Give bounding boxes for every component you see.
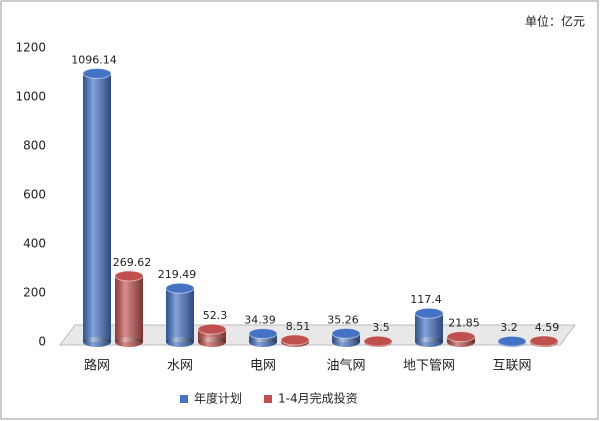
bar [497, 335, 527, 347]
bar-top [165, 282, 195, 294]
bar-bottom-shade [332, 337, 360, 347]
y-tick-label: 0 [38, 335, 46, 349]
bar-shade [115, 275, 143, 342]
x-tick-label: 电网 [250, 359, 276, 374]
x-tick-label: 路网 [84, 358, 110, 374]
bar-top [197, 323, 227, 335]
bar [529, 335, 559, 347]
bar [331, 327, 361, 347]
bar-shade [83, 73, 111, 342]
y-tick-label: 600 [23, 188, 46, 202]
y-tick-label: 400 [23, 237, 46, 251]
bar-top [529, 335, 559, 347]
bar-bottom-shade [198, 337, 226, 347]
value-label: 3.2 [500, 321, 518, 334]
legend-swatch [264, 395, 273, 403]
bar-top [446, 331, 476, 343]
bar-top [280, 334, 310, 346]
bar-top [414, 307, 444, 319]
bar-bottom-shade [115, 337, 143, 347]
value-label: 4.59 [535, 321, 560, 334]
legend-label: 1-4月完成投资 [278, 391, 358, 406]
x-tick-label: 油气网 [326, 358, 365, 374]
x-tick-label: 水网 [167, 359, 193, 374]
bar-top [331, 327, 361, 339]
bar [82, 67, 112, 347]
bar-shade [166, 288, 194, 342]
bar-top [363, 335, 393, 347]
value-label: 52.3 [203, 309, 228, 322]
bar-bottom-shade [415, 337, 443, 347]
bar [248, 328, 278, 347]
bar-top [114, 270, 144, 282]
value-label: 8.51 [286, 320, 311, 333]
legend-swatch [180, 395, 188, 403]
value-label: 219.49 [158, 268, 197, 281]
bar [165, 282, 195, 347]
unit-note: 单位：亿元 [525, 14, 585, 29]
bar-bottom-shade [249, 337, 277, 347]
bar [280, 334, 310, 347]
x-tick-label: 互联网 [492, 359, 531, 374]
value-label: 269.62 [113, 256, 152, 269]
value-label: 117.4 [410, 293, 442, 306]
y-tick-label: 1000 [15, 90, 46, 104]
bar [446, 331, 476, 347]
value-label: 34.39 [244, 314, 276, 327]
bar-bottom-shade [83, 337, 111, 347]
bar-top [497, 335, 527, 347]
value-label: 1096.14 [71, 53, 117, 66]
bar-top [248, 328, 278, 340]
value-label: 3.5 [372, 321, 390, 334]
value-label: 21.85 [448, 317, 480, 330]
value-label: 35.26 [327, 313, 359, 326]
x-tick-label: 地下管网 [403, 359, 455, 374]
bar [197, 323, 227, 347]
bar [414, 307, 444, 347]
y-tick-label: 800 [23, 139, 46, 153]
bar [363, 335, 393, 347]
bar-bottom-shade [166, 337, 194, 347]
y-tick-label: 200 [23, 286, 46, 300]
bar [114, 270, 144, 347]
legend-label: 年度计划 [194, 391, 242, 406]
bar-top [82, 67, 112, 79]
y-tick-label: 1200 [15, 41, 46, 55]
